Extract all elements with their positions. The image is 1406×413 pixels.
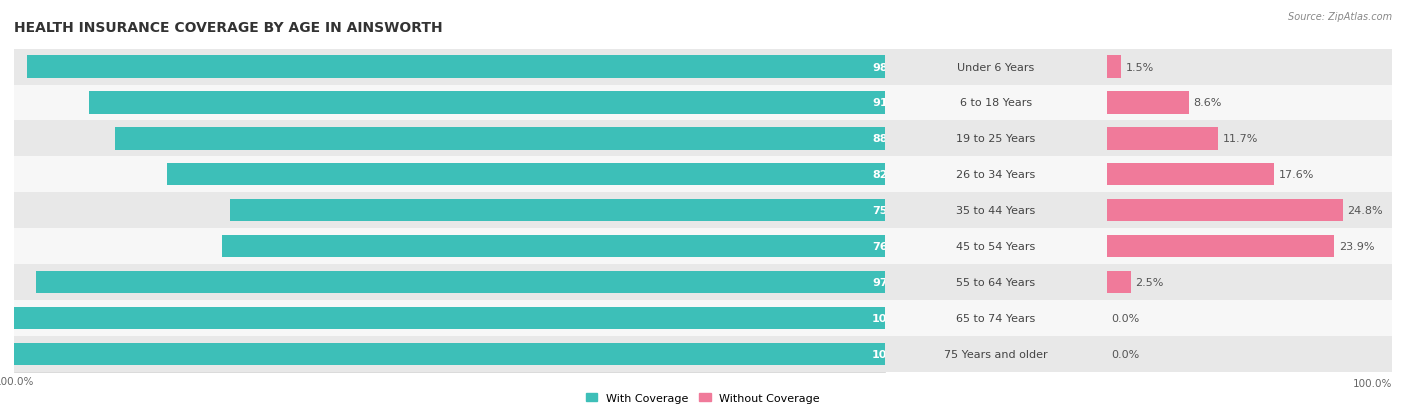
Text: 26 to 34 Years: 26 to 34 Years [956,170,1036,180]
Text: 91.4%: 91.4% [872,98,911,108]
Bar [1107,56,1121,78]
Bar [1107,199,1343,222]
Text: 17.6%: 17.6% [1279,170,1315,180]
Bar [14,300,886,336]
Text: 75.2%: 75.2% [872,206,911,216]
Text: 19 to 25 Years: 19 to 25 Years [956,134,1036,144]
Bar [89,92,886,114]
Text: 75 Years and older: 75 Years and older [945,349,1047,359]
Bar [1107,85,1392,121]
Bar [14,336,886,372]
Bar [222,235,886,258]
Bar [1107,50,1392,85]
Bar [1107,128,1218,150]
Text: 98.5%: 98.5% [872,62,911,72]
Bar [14,157,886,193]
Text: 11.7%: 11.7% [1223,134,1258,144]
Text: 82.4%: 82.4% [872,170,911,180]
Text: 100.0%: 100.0% [872,313,918,323]
Bar [14,307,886,329]
Text: 88.4%: 88.4% [872,134,911,144]
Bar [35,271,886,293]
Legend: With Coverage, Without Coverage: With Coverage, Without Coverage [582,389,824,408]
Bar [886,85,1107,121]
Bar [14,343,886,365]
Bar [167,164,886,186]
Text: Source: ZipAtlas.com: Source: ZipAtlas.com [1288,12,1392,22]
Text: 55 to 64 Years: 55 to 64 Years [956,277,1036,287]
Text: 35 to 44 Years: 35 to 44 Years [956,206,1036,216]
Bar [886,336,1107,372]
Text: 23.9%: 23.9% [1339,242,1374,252]
Text: 100.0%: 100.0% [1353,378,1392,388]
Bar [14,228,886,264]
Text: 100.0%: 100.0% [872,349,918,359]
Bar [14,50,886,85]
Bar [886,228,1107,264]
Text: 24.8%: 24.8% [1347,206,1384,216]
Bar [115,128,886,150]
Bar [886,121,1107,157]
Bar [14,264,886,300]
Bar [14,121,886,157]
Bar [886,193,1107,228]
Bar [886,300,1107,336]
Bar [886,50,1107,85]
Bar [1107,235,1334,258]
Text: 0.0%: 0.0% [1112,349,1140,359]
Bar [1107,193,1392,228]
Bar [1107,157,1392,193]
Bar [1107,121,1392,157]
Bar [1107,271,1130,293]
Bar [886,264,1107,300]
Bar [14,85,886,121]
Bar [1107,264,1392,300]
Bar [231,199,886,222]
Bar [1107,164,1274,186]
Text: 97.5%: 97.5% [872,277,911,287]
Bar [1107,300,1392,336]
Bar [1107,228,1392,264]
Text: 65 to 74 Years: 65 to 74 Years [956,313,1036,323]
Bar [1107,336,1392,372]
Text: 2.5%: 2.5% [1136,277,1164,287]
Text: Under 6 Years: Under 6 Years [957,62,1035,72]
Text: 0.0%: 0.0% [1112,313,1140,323]
Text: 8.6%: 8.6% [1194,98,1222,108]
Text: HEALTH INSURANCE COVERAGE BY AGE IN AINSWORTH: HEALTH INSURANCE COVERAGE BY AGE IN AINS… [14,21,443,35]
Text: 76.1%: 76.1% [872,242,911,252]
Bar [27,56,886,78]
Bar [886,157,1107,193]
Bar [1107,92,1188,114]
Bar [14,193,886,228]
Text: 1.5%: 1.5% [1126,62,1154,72]
Text: 6 to 18 Years: 6 to 18 Years [960,98,1032,108]
Text: 45 to 54 Years: 45 to 54 Years [956,242,1036,252]
